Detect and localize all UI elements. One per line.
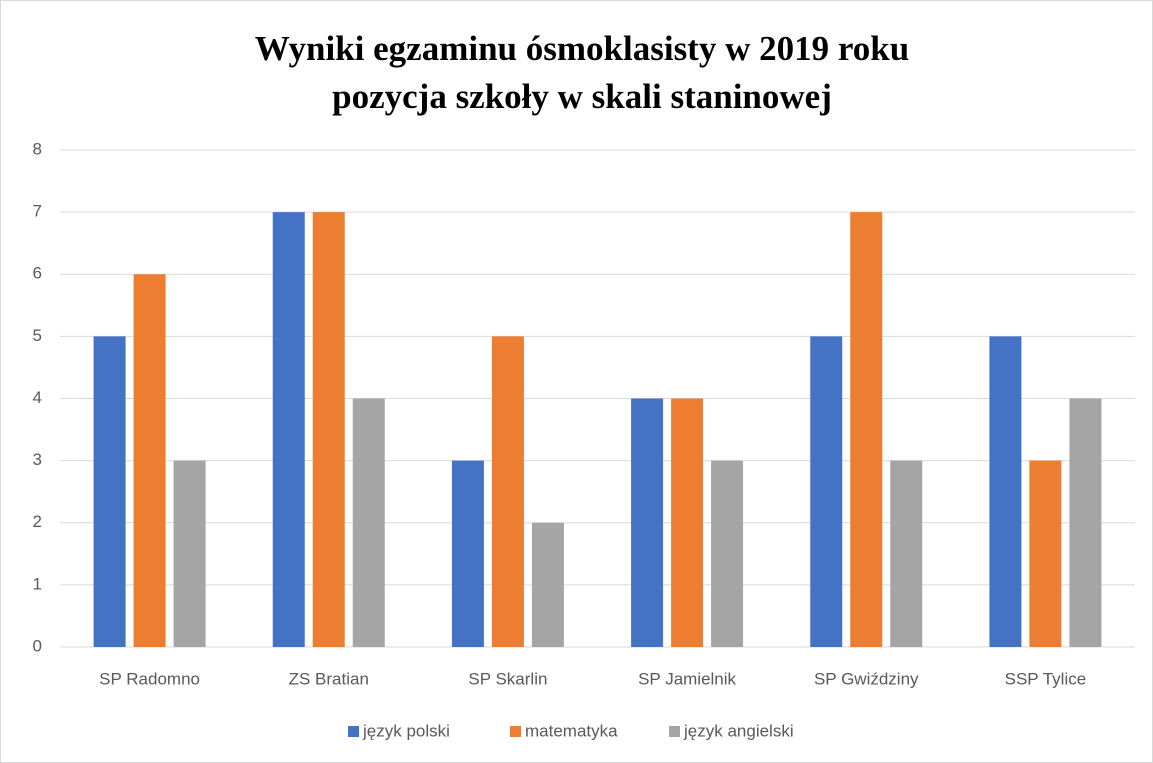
legend-swatch (348, 726, 359, 737)
x-tick-label: SP Skarlin (468, 669, 547, 688)
x-tick-label: SSP Tylice (1005, 669, 1087, 688)
y-tick-label: 5 (33, 326, 42, 345)
chart-title: Wyniki egzaminu ósmoklasisty w 2019 roku (255, 29, 909, 68)
bar (850, 212, 883, 647)
bar (1029, 460, 1062, 647)
y-tick-label: 0 (33, 636, 42, 655)
y-tick-label: 6 (33, 264, 42, 283)
x-tick-label: SP Radomno (99, 669, 200, 688)
bar (312, 212, 345, 647)
bar (671, 398, 704, 647)
bar (352, 398, 385, 647)
legend-swatch (510, 726, 521, 737)
y-tick-label: 2 (33, 512, 42, 531)
x-tick-label: ZS Bratian (289, 669, 369, 688)
bar (93, 336, 126, 647)
bar (631, 398, 664, 647)
x-tick-label: SP Jamielnik (638, 669, 736, 688)
bar (133, 274, 166, 647)
y-tick-label: 8 (33, 139, 42, 158)
bar (989, 336, 1022, 647)
y-tick-label: 7 (33, 202, 42, 221)
bar (173, 460, 206, 647)
bar (711, 460, 744, 647)
bar (810, 336, 843, 647)
legend-label: matematyka (525, 721, 618, 740)
y-tick-label: 4 (33, 388, 42, 407)
bar (531, 522, 564, 647)
chart-title: pozycja szkoły w skali staninowej (332, 77, 832, 116)
y-tick-label: 3 (33, 450, 42, 469)
y-tick-label: 1 (33, 574, 42, 593)
legend-swatch (669, 726, 680, 737)
bar (1069, 398, 1102, 647)
bar (890, 460, 923, 647)
legend-label: język angielski (683, 721, 794, 740)
bar (451, 460, 484, 647)
bar (272, 212, 305, 647)
bar (491, 336, 524, 647)
x-tick-label: SP Gwiździny (814, 669, 919, 688)
legend-label: język polski (362, 721, 450, 740)
